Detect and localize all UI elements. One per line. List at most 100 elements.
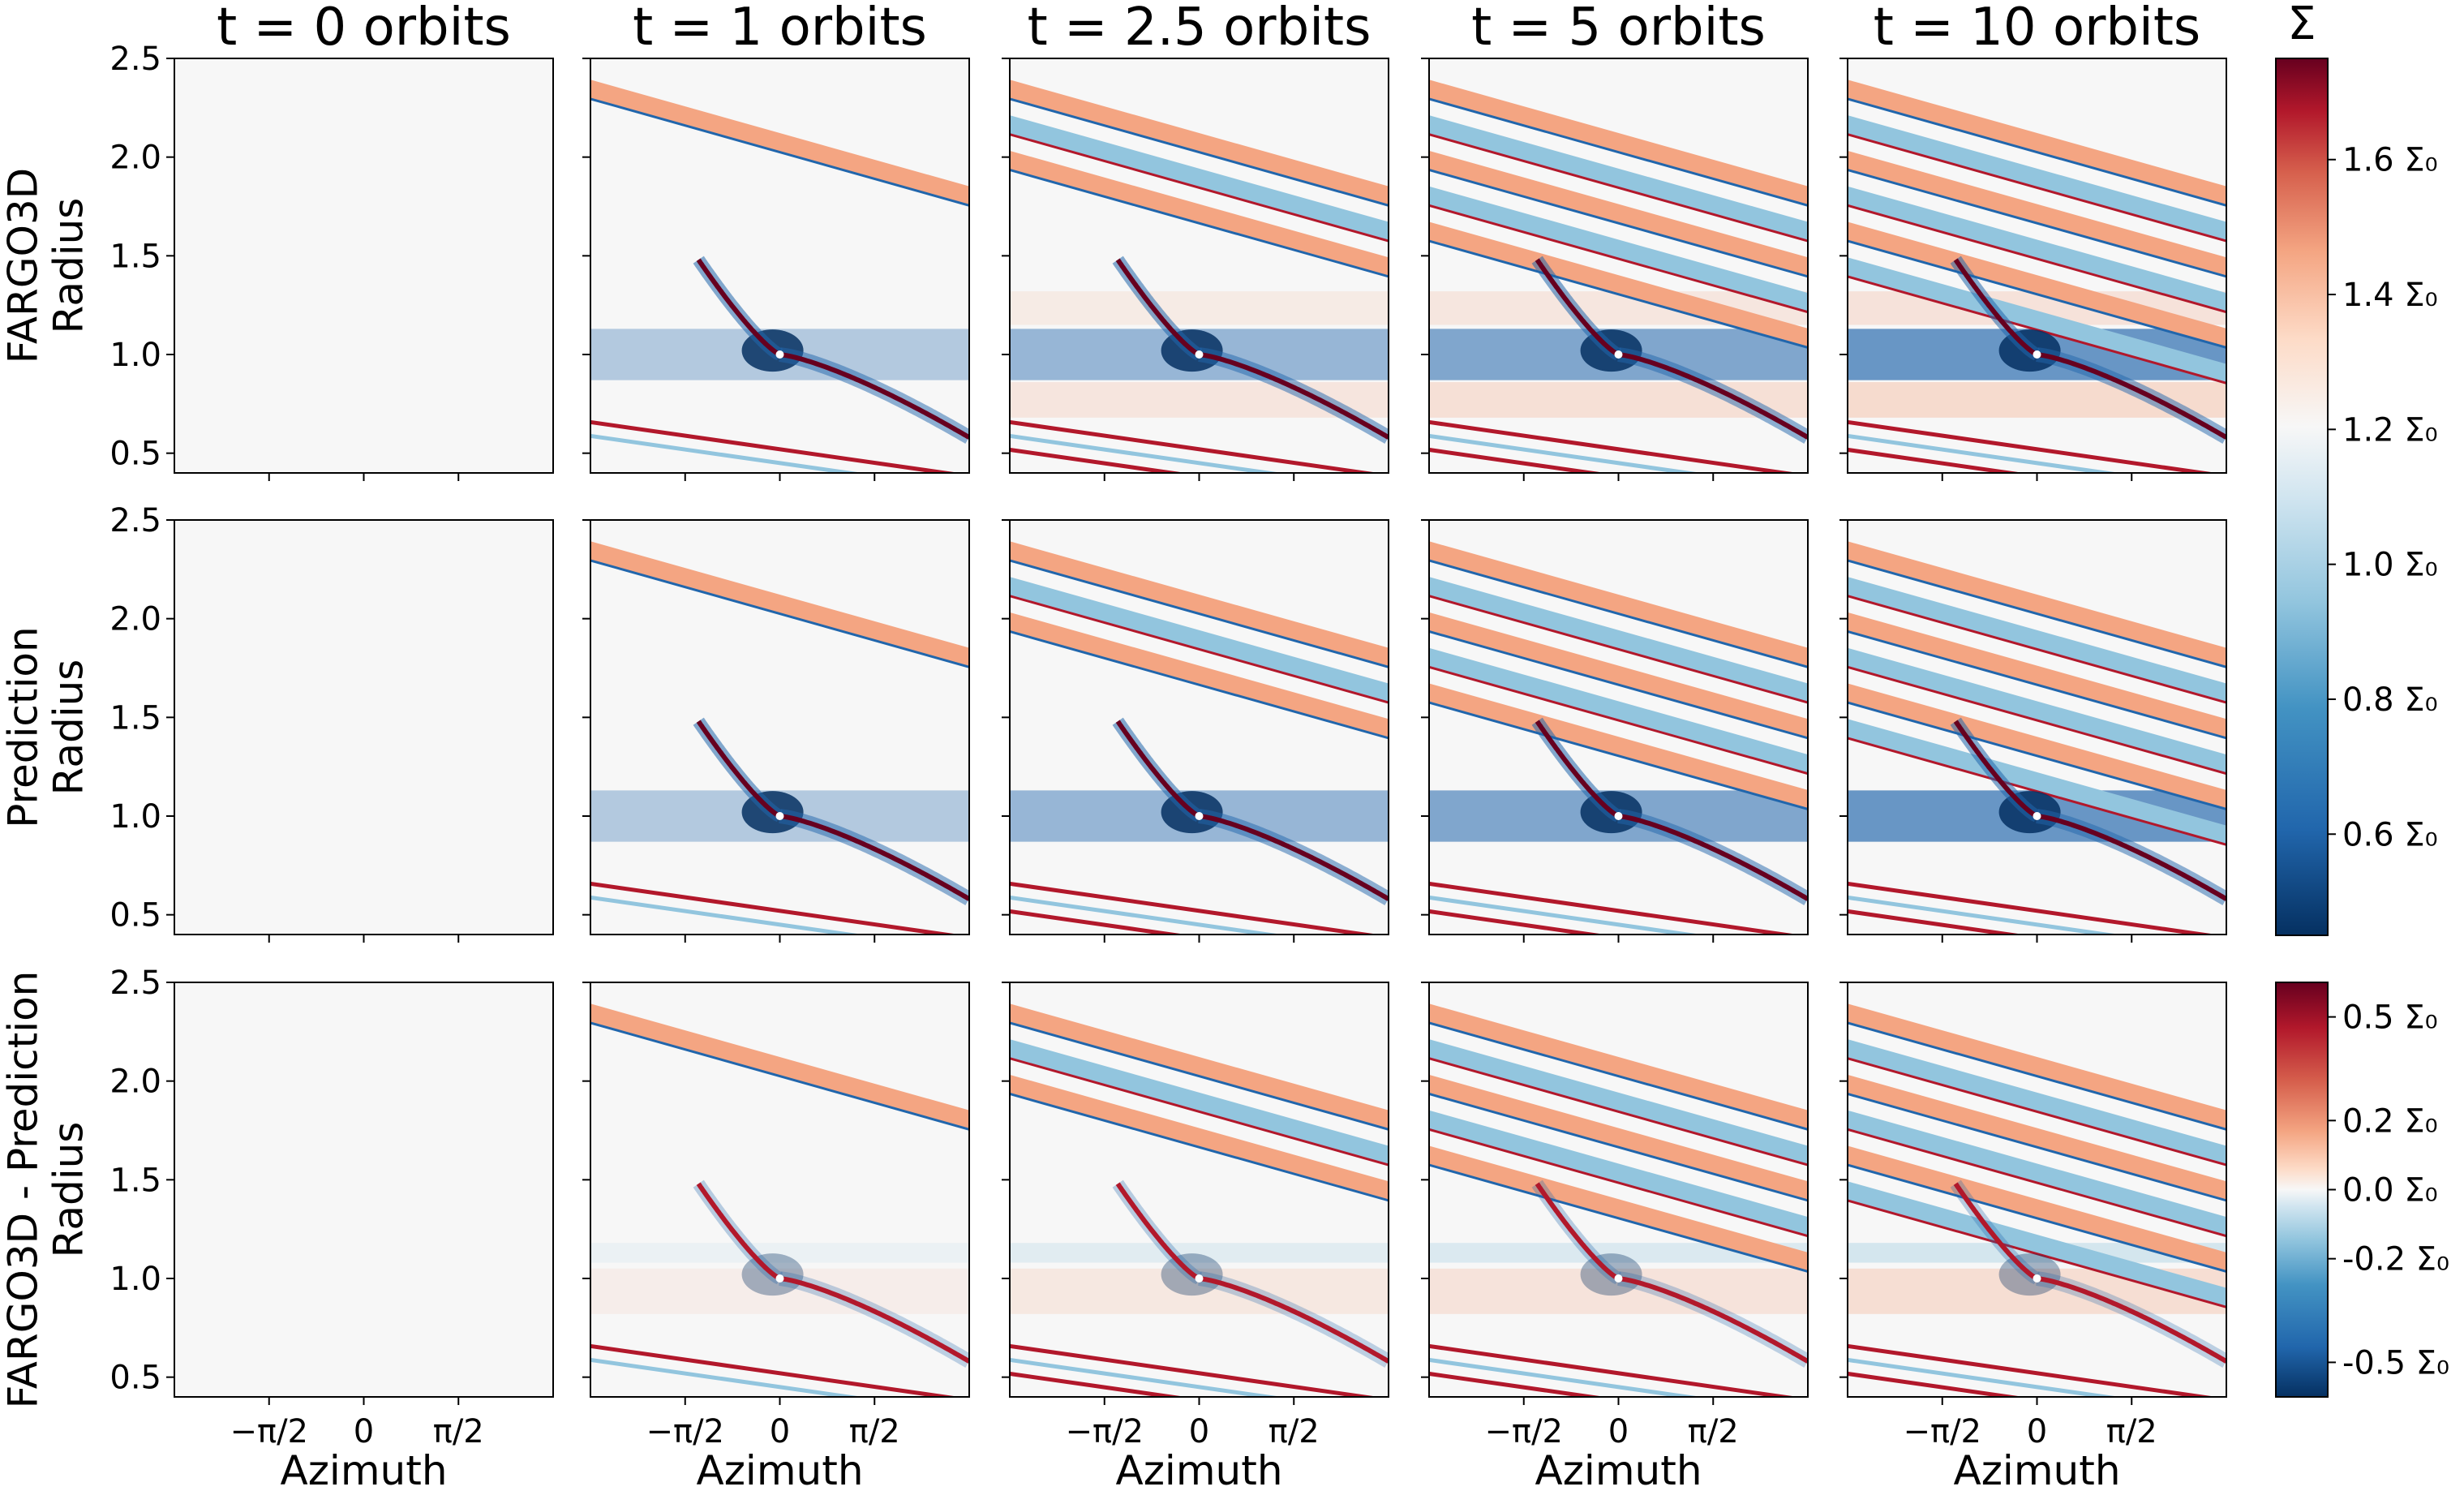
colorbar-tick-label: 1.0 Σ₀ <box>2342 547 2438 584</box>
wave-streak <box>1848 577 2226 703</box>
colorbar-tick-label: 0.0 Σ₀ <box>2342 1172 2438 1210</box>
outer-density-band <box>1010 291 1389 325</box>
wave-streak <box>590 541 969 667</box>
inner-streak <box>590 419 959 473</box>
y-tick-label: 1.5 <box>109 1162 161 1199</box>
wave-streak-edge <box>1848 133 2226 243</box>
wave-streak-edge <box>1429 595 1808 704</box>
y-tick-label: 2.5 <box>109 41 161 78</box>
x-axis-label: Azimuth <box>1535 1447 1702 1491</box>
heatmap-panel <box>590 520 969 935</box>
colorbar-tick-label: 0.8 Σ₀ <box>2342 681 2438 719</box>
inner-streak <box>1429 895 1702 935</box>
inner-streak <box>1848 1343 2217 1397</box>
heatmap-panel <box>174 58 553 473</box>
x-axis-label: Azimuth <box>1115 1447 1282 1491</box>
inner-spiral-arm <box>779 1276 969 1364</box>
colorbar-layer: Σ 0.6 Σ₀ 0.8 Σ₀ 1.0 Σ₀ 1.2 Σ₀ 1.4 Σ₀ 1.6 Σ₀ -0.… <box>2275 0 2449 1398</box>
wave-streak <box>1848 683 2226 809</box>
inner-spiral-arm <box>1618 1276 1808 1364</box>
wave-streak-edge <box>1429 168 1808 278</box>
wave-streak <box>1429 647 1808 773</box>
y-tick-label: 2.0 <box>109 1063 161 1101</box>
wave-streak-edge <box>1429 204 1808 314</box>
x-tick-label: π/2 <box>2106 1413 2157 1450</box>
planet-marker <box>1195 1274 1204 1283</box>
y-tick-label: 0.5 <box>109 897 161 935</box>
wave-streak-edge <box>1429 1057 1808 1167</box>
wave-streak <box>590 1003 969 1129</box>
wave-streak-edge <box>1429 1128 1808 1238</box>
panel-background <box>174 520 553 935</box>
inner-spiral-arm <box>2037 1276 2226 1364</box>
inner-streak <box>590 1343 959 1397</box>
x-tick-label: π/2 <box>1268 1413 1320 1450</box>
outer-spiral-arm <box>1535 1182 1620 1281</box>
wave-streak-edge <box>1010 595 1389 704</box>
y-tick-label: 1.0 <box>109 337 161 374</box>
inner-streak <box>1429 1343 1798 1397</box>
y-tick-label: 1.5 <box>109 699 161 737</box>
column-title: t = 10 orbits <box>1874 0 2201 58</box>
outer-spiral-arm <box>1115 720 1200 819</box>
wave-streak <box>1010 115 1389 241</box>
x-tick-label: 0 <box>1189 1413 1209 1450</box>
inner-streak <box>1848 909 2024 935</box>
planet-marker <box>775 1274 784 1283</box>
inner-spiral-arm <box>779 814 969 901</box>
wave-streak <box>1429 577 1808 703</box>
wave-streak <box>1010 541 1389 667</box>
inner-streak <box>1848 895 2121 935</box>
wave-streak <box>1429 79 1808 205</box>
x-axis-label: Azimuth <box>280 1447 447 1491</box>
inner-streak <box>1010 419 1379 473</box>
wave-streak <box>1848 221 2226 347</box>
inner-streak <box>590 895 864 935</box>
wave-streak-edge <box>1429 1163 1808 1274</box>
y-axis-label: Radius <box>45 1122 92 1258</box>
inner-streak <box>1848 881 2217 935</box>
planet-marker <box>1195 812 1204 820</box>
wave-streak-edge <box>1429 1092 1808 1202</box>
column-title: t = 5 orbits <box>1471 0 1766 58</box>
heatmap-panel <box>1848 982 2226 1397</box>
x-tick-label: π/2 <box>1688 1413 1739 1450</box>
wave-streak <box>1848 115 2226 241</box>
wave-streak <box>1429 1003 1808 1129</box>
wave-streak <box>1429 186 1808 312</box>
y-tick-label: 2.5 <box>109 502 161 539</box>
wave-streak-edge <box>1848 275 2226 385</box>
wave-streak <box>1848 719 2226 844</box>
wave-streak <box>1010 577 1389 703</box>
inner-streak <box>1429 881 1798 935</box>
outer-spiral-arm <box>1115 1182 1200 1281</box>
wave-streak-edge <box>1848 1163 2226 1274</box>
heatmap-panel <box>1848 58 2226 473</box>
wave-streak-edge <box>1429 629 1808 740</box>
planet-marker <box>1614 1274 1623 1283</box>
inner-streak <box>1010 1343 1379 1397</box>
x-tick-label: 0 <box>354 1413 374 1450</box>
inner-streak <box>1010 1357 1283 1397</box>
wave-streak <box>1848 647 2226 773</box>
inner-spiral-arm <box>1618 814 1808 901</box>
wave-streak-edge <box>590 97 969 207</box>
heatmap-panel <box>1429 58 1808 473</box>
colorbar-tick-label: 1.6 Σ₀ <box>2342 142 2438 179</box>
wave-streak-edge <box>1848 665 2226 776</box>
panels-layer <box>166 58 2227 1405</box>
x-axis-label: Azimuth <box>696 1447 863 1491</box>
wave-streak-edge <box>590 1021 969 1131</box>
inner-streak <box>1429 1357 1702 1397</box>
wave-streak <box>1848 186 2226 312</box>
wave-streak-edge <box>1848 595 2226 704</box>
outer-spiral-arm <box>1535 258 1620 357</box>
planet-marker <box>1614 812 1623 820</box>
wave-streak-edge <box>1848 1057 2226 1167</box>
inner-spiral-arm <box>1618 352 1808 440</box>
planet-marker <box>1195 350 1204 359</box>
heatmap-panel <box>1010 520 1389 935</box>
y-tick-label: 1.0 <box>109 798 161 836</box>
planet-marker <box>1614 350 1623 359</box>
wave-streak-edge <box>1848 168 2226 278</box>
